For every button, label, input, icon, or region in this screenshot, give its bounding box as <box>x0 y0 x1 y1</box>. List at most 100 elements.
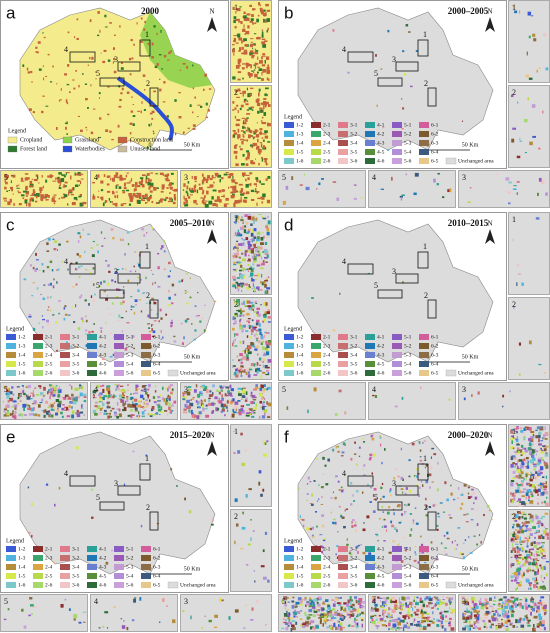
patch <box>85 315 87 318</box>
study-box <box>377 501 403 511</box>
patch <box>119 413 122 418</box>
patch <box>262 401 266 403</box>
patch <box>195 203 199 205</box>
patch <box>257 66 261 68</box>
patch <box>424 615 426 618</box>
patch <box>436 598 438 601</box>
patch <box>254 190 257 193</box>
patch <box>528 548 531 551</box>
patch <box>332 608 336 611</box>
patch <box>250 410 254 414</box>
patch <box>539 548 542 552</box>
patch <box>129 195 134 200</box>
patch <box>234 312 238 315</box>
box-label: 5 <box>374 281 378 290</box>
patch <box>20 180 25 182</box>
patch <box>34 200 38 203</box>
patch <box>516 447 520 450</box>
patch <box>147 181 151 186</box>
patch <box>511 543 514 547</box>
patch <box>338 489 341 491</box>
patch <box>221 397 224 401</box>
patch <box>510 429 513 434</box>
legend-swatch <box>338 546 348 552</box>
patch <box>426 617 430 621</box>
patch <box>290 627 293 632</box>
patch <box>521 515 524 519</box>
patch <box>107 394 111 399</box>
patch <box>147 42 150 46</box>
patch <box>246 100 249 103</box>
patch <box>235 215 239 219</box>
patch <box>254 143 258 146</box>
patch <box>264 331 267 333</box>
legend-label: 4-1 <box>377 334 385 340</box>
patch <box>536 605 540 610</box>
patch <box>379 443 382 447</box>
patch <box>516 597 519 601</box>
patch <box>103 353 105 355</box>
patch <box>263 158 268 160</box>
patch <box>147 388 150 391</box>
patch <box>218 400 223 404</box>
patch <box>531 451 535 455</box>
patch <box>156 187 159 189</box>
patch <box>516 550 520 554</box>
patch <box>308 605 313 608</box>
patch <box>106 391 109 395</box>
patch <box>39 194 43 196</box>
patch <box>310 503 314 506</box>
patch <box>413 599 415 603</box>
patch <box>425 604 429 608</box>
legend-swatch <box>87 352 97 358</box>
patch <box>87 64 89 66</box>
patch <box>263 98 267 100</box>
patch <box>467 201 471 204</box>
patch <box>322 546 324 549</box>
patch <box>61 415 64 418</box>
patch <box>401 396 404 400</box>
patch <box>510 579 514 582</box>
patch <box>135 270 137 273</box>
patch <box>184 290 187 292</box>
patch <box>31 193 35 196</box>
patch <box>7 387 9 391</box>
patch <box>217 174 222 178</box>
patch <box>257 56 259 60</box>
patch <box>161 397 164 401</box>
patch <box>235 255 238 258</box>
patch <box>437 512 440 515</box>
patch <box>403 624 408 628</box>
patch <box>144 193 148 197</box>
patch <box>221 599 224 602</box>
patch <box>208 397 211 399</box>
patch <box>382 511 385 513</box>
patch <box>264 253 269 255</box>
patch <box>38 385 42 387</box>
patch <box>312 627 316 630</box>
patch <box>469 187 472 189</box>
patch <box>536 571 538 575</box>
patch <box>169 270 172 272</box>
inset-label: 5 <box>4 173 8 182</box>
patch <box>250 41 253 43</box>
patch <box>534 489 539 494</box>
legend-swatch <box>284 352 294 358</box>
patch <box>477 614 480 617</box>
patch <box>248 488 252 491</box>
patch <box>46 319 49 323</box>
patch <box>213 385 215 388</box>
patch <box>263 105 265 110</box>
patch <box>262 453 267 457</box>
patch <box>428 473 432 477</box>
patch <box>326 627 329 629</box>
legend-label: 3-5 <box>350 573 358 579</box>
patch <box>250 391 253 395</box>
patch <box>322 602 326 605</box>
patch <box>366 515 370 519</box>
box-label: 4 <box>64 469 68 478</box>
patch <box>351 603 355 607</box>
patch <box>247 318 251 320</box>
patch <box>470 508 474 510</box>
legend-swatch <box>62 136 73 144</box>
